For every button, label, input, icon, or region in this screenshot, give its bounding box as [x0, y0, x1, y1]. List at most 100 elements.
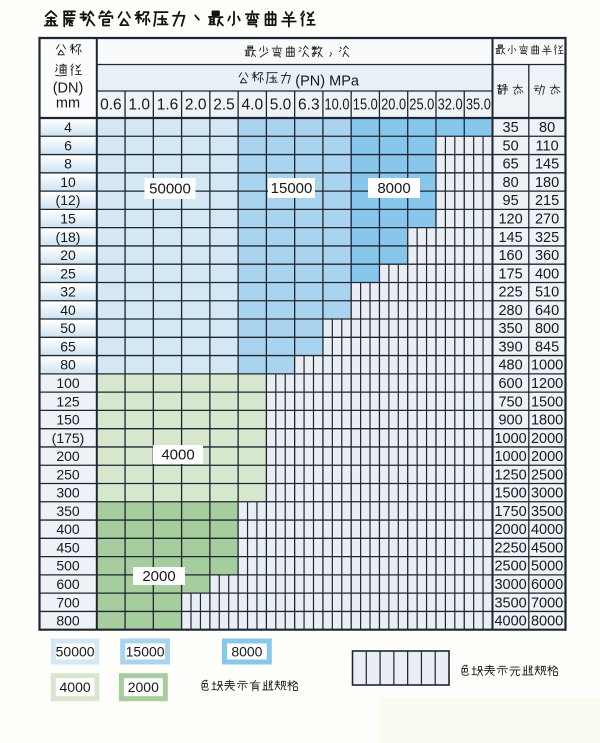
svg-text:600: 600 — [498, 376, 522, 392]
svg-text:25.0: 25.0 — [409, 97, 434, 114]
svg-text:1200: 1200 — [531, 376, 563, 392]
svg-text:180: 180 — [535, 175, 559, 191]
svg-text:80: 80 — [503, 175, 519, 191]
svg-text:450: 450 — [56, 540, 80, 556]
svg-text:2250: 2250 — [494, 541, 526, 557]
svg-text:(12): (12) — [56, 192, 81, 208]
svg-text:400: 400 — [535, 266, 559, 282]
svg-text:32: 32 — [60, 284, 76, 300]
svg-text:175: 175 — [498, 266, 522, 282]
svg-text:1500: 1500 — [531, 394, 563, 410]
svg-text:2000: 2000 — [531, 449, 563, 465]
svg-text:15: 15 — [60, 211, 76, 227]
svg-text:400: 400 — [56, 521, 80, 537]
svg-text:6: 6 — [64, 137, 72, 153]
svg-text:2000: 2000 — [128, 679, 159, 695]
svg-text:3000: 3000 — [494, 577, 526, 593]
svg-text:4500: 4500 — [531, 541, 563, 557]
svg-text:4000: 4000 — [161, 447, 194, 464]
svg-text:145: 145 — [498, 230, 522, 246]
svg-text:100: 100 — [56, 375, 80, 391]
svg-text:350: 350 — [498, 321, 522, 337]
svg-text:15000: 15000 — [126, 643, 165, 659]
svg-text:390: 390 — [498, 339, 522, 355]
svg-text:50000: 50000 — [56, 643, 95, 659]
svg-text:110: 110 — [536, 138, 559, 154]
svg-text:2.0: 2.0 — [185, 97, 207, 114]
svg-text:3500: 3500 — [531, 504, 563, 520]
svg-text:480: 480 — [498, 358, 522, 374]
svg-text:845: 845 — [535, 339, 559, 355]
svg-text:(18): (18) — [56, 229, 81, 245]
svg-text:800: 800 — [535, 321, 559, 337]
svg-text:50: 50 — [60, 320, 76, 336]
svg-text:80: 80 — [539, 120, 555, 136]
svg-text:95: 95 — [503, 193, 519, 209]
svg-text:1000: 1000 — [494, 431, 526, 447]
svg-text:600: 600 — [56, 576, 80, 592]
svg-text:640: 640 — [535, 303, 559, 319]
svg-text:50000: 50000 — [149, 181, 191, 198]
svg-text:(175): (175) — [52, 430, 85, 446]
svg-text:270: 270 — [535, 212, 559, 228]
svg-text:2000: 2000 — [142, 568, 175, 585]
svg-text:2.5: 2.5 — [213, 97, 235, 114]
svg-text:250: 250 — [56, 466, 80, 482]
svg-text:35: 35 — [503, 120, 519, 136]
svg-text:0.6: 0.6 — [100, 97, 122, 114]
svg-text:3500: 3500 — [494, 595, 526, 611]
svg-text:8000: 8000 — [231, 643, 262, 659]
svg-text:8: 8 — [64, 156, 72, 172]
svg-text:15000: 15000 — [271, 180, 313, 197]
svg-text:1.0: 1.0 — [128, 97, 150, 114]
svg-text:1000: 1000 — [531, 358, 563, 374]
svg-text:(DN): (DN) — [53, 81, 84, 97]
svg-text:2000: 2000 — [531, 431, 563, 447]
svg-text:120: 120 — [498, 212, 522, 228]
svg-text:225: 225 — [498, 285, 522, 301]
svg-text:(PN) MPa: (PN) MPa — [295, 74, 360, 90]
svg-text:5000: 5000 — [531, 559, 563, 575]
svg-text:7000: 7000 — [531, 595, 563, 611]
svg-text:510: 510 — [535, 285, 559, 301]
svg-text:20: 20 — [60, 247, 76, 263]
svg-text:32.0: 32.0 — [438, 97, 463, 114]
svg-text:5.0: 5.0 — [270, 97, 292, 114]
svg-text:750: 750 — [498, 394, 522, 410]
svg-text:325: 325 — [535, 230, 559, 246]
svg-text:360: 360 — [535, 248, 559, 264]
svg-text:1250: 1250 — [494, 467, 526, 483]
svg-text:10.0: 10.0 — [325, 97, 350, 114]
svg-text:25: 25 — [60, 265, 76, 281]
svg-text:4000: 4000 — [531, 522, 563, 538]
svg-text:1750: 1750 — [494, 504, 526, 520]
svg-text:65: 65 — [60, 338, 76, 354]
svg-text:215: 215 — [535, 193, 559, 209]
svg-text:40: 40 — [60, 302, 76, 318]
svg-text:1000: 1000 — [494, 449, 526, 465]
svg-text:4.0: 4.0 — [242, 97, 264, 114]
svg-text:200: 200 — [56, 448, 80, 464]
svg-text:300: 300 — [56, 485, 80, 501]
svg-text:8000: 8000 — [377, 180, 410, 197]
svg-text:1.6: 1.6 — [157, 97, 179, 114]
svg-text:3000: 3000 — [531, 486, 563, 502]
svg-text:80: 80 — [60, 357, 76, 373]
svg-text:6.3: 6.3 — [298, 97, 320, 114]
svg-text:15.0: 15.0 — [353, 97, 378, 114]
svg-text:500: 500 — [56, 558, 80, 574]
svg-text:2500: 2500 — [494, 559, 526, 575]
svg-text:6000: 6000 — [531, 577, 563, 593]
svg-text:65: 65 — [503, 157, 519, 173]
svg-text:145: 145 — [535, 157, 559, 173]
svg-text:35.0: 35.0 — [466, 97, 491, 114]
svg-text:150: 150 — [56, 412, 80, 428]
svg-text:280: 280 — [498, 303, 522, 319]
svg-text:20.0: 20.0 — [381, 97, 406, 114]
svg-text:700: 700 — [56, 594, 80, 610]
svg-text:2000: 2000 — [494, 522, 526, 538]
svg-text:125: 125 — [56, 393, 80, 409]
svg-text:1500: 1500 — [494, 486, 526, 502]
svg-text:10: 10 — [60, 174, 76, 190]
svg-text:4000: 4000 — [60, 679, 91, 695]
